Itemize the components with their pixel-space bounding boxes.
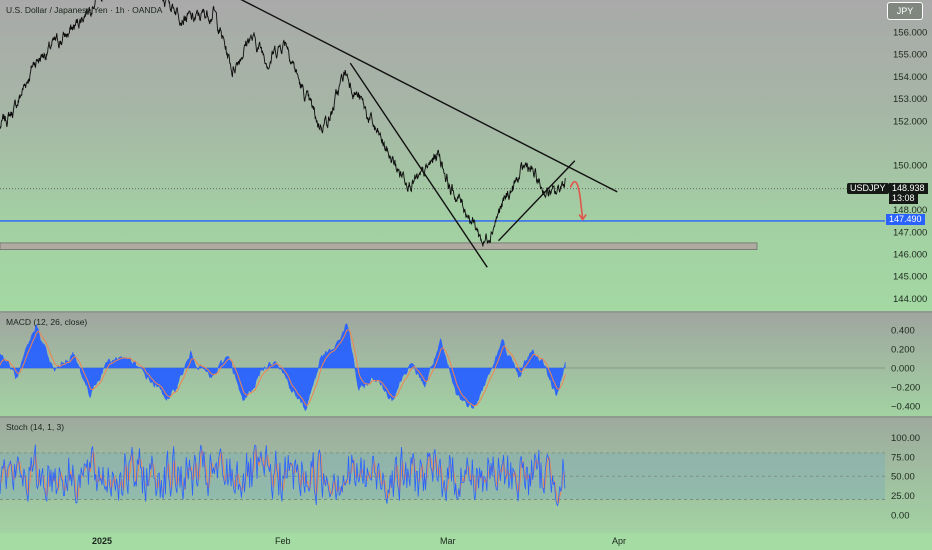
stoch-layer — [0, 444, 885, 507]
trendline[interactable] — [349, 62, 488, 268]
price-tick-label: 144.000 — [893, 294, 927, 305]
bar-countdown-label: 13:08 — [889, 193, 918, 204]
price-tick-label: 152.000 — [893, 116, 927, 127]
time-label: Feb — [275, 536, 291, 546]
time-axis[interactable] — [0, 533, 932, 550]
stoch-tick-label: 0.00 — [891, 511, 910, 522]
last-price-label: 148.938 — [889, 183, 928, 194]
macd-signal-line — [0, 329, 566, 407]
stoch-k-line — [0, 444, 566, 507]
symbol-title[interactable]: U.S. Dollar / Japanese Yen · 1h · OANDA — [6, 5, 163, 15]
macd-tick-label: −0.200 — [891, 383, 920, 394]
price-tick-label: 150.000 — [893, 161, 927, 172]
time-label: Apr — [612, 536, 627, 546]
macd-tick-label: 0.000 — [891, 364, 915, 375]
macd-title[interactable]: MACD (12, 26, close) — [6, 317, 88, 327]
projection-arrow[interactable] — [569, 180, 584, 219]
price-axis-layer: 156.000 155.000 154.000 153.000 152.000 150.0… — [891, 28, 927, 522]
trendline[interactable] — [498, 160, 576, 242]
price-tick-label: 154.000 — [893, 72, 927, 83]
macd-layer — [0, 323, 885, 412]
time-label: 2025 — [92, 536, 113, 546]
price-tick-label: 147.000 — [893, 227, 927, 238]
price-series-line — [0, 0, 566, 247]
stoch-tick-label: 25.00 — [891, 491, 915, 502]
price-layer — [0, 0, 885, 268]
price-tick-label: 153.000 — [893, 94, 927, 105]
supply-demand-zone[interactable] — [0, 242, 758, 250]
macd-tick-label: −0.400 — [891, 402, 920, 413]
price-pane[interactable] — [0, 0, 932, 311]
horizontal-level-label[interactable]: 147.490 — [886, 214, 925, 225]
macd-histogram — [0, 323, 566, 412]
stoch-title[interactable]: Stoch (14, 1, 3) — [6, 422, 65, 432]
macd-tick-label: 0.200 — [891, 345, 915, 356]
currency-button[interactable]: JPY — [887, 2, 923, 20]
price-tick-label: 146.000 — [893, 250, 927, 261]
stoch-tick-label: 75.00 — [891, 452, 915, 463]
price-tick-label: 155.000 — [893, 50, 927, 61]
price-tick-label: 156.000 — [893, 28, 927, 39]
time-label: Mar — [440, 536, 456, 546]
arrow-head-icon — [578, 214, 587, 221]
macd-tick-label: 0.400 — [891, 326, 915, 337]
symbol-price-label: USDJPY — [847, 183, 889, 194]
price-tick-label: 148.000 — [893, 205, 927, 216]
pane-separator[interactable] — [0, 311, 932, 313]
pane-separator[interactable] — [0, 416, 932, 418]
price-tick-label: 145.000 — [893, 272, 927, 283]
trendline[interactable] — [161, 0, 618, 193]
stoch-tick-label: 50.00 — [891, 472, 915, 483]
stoch-tick-label: 100.00 — [891, 433, 920, 444]
